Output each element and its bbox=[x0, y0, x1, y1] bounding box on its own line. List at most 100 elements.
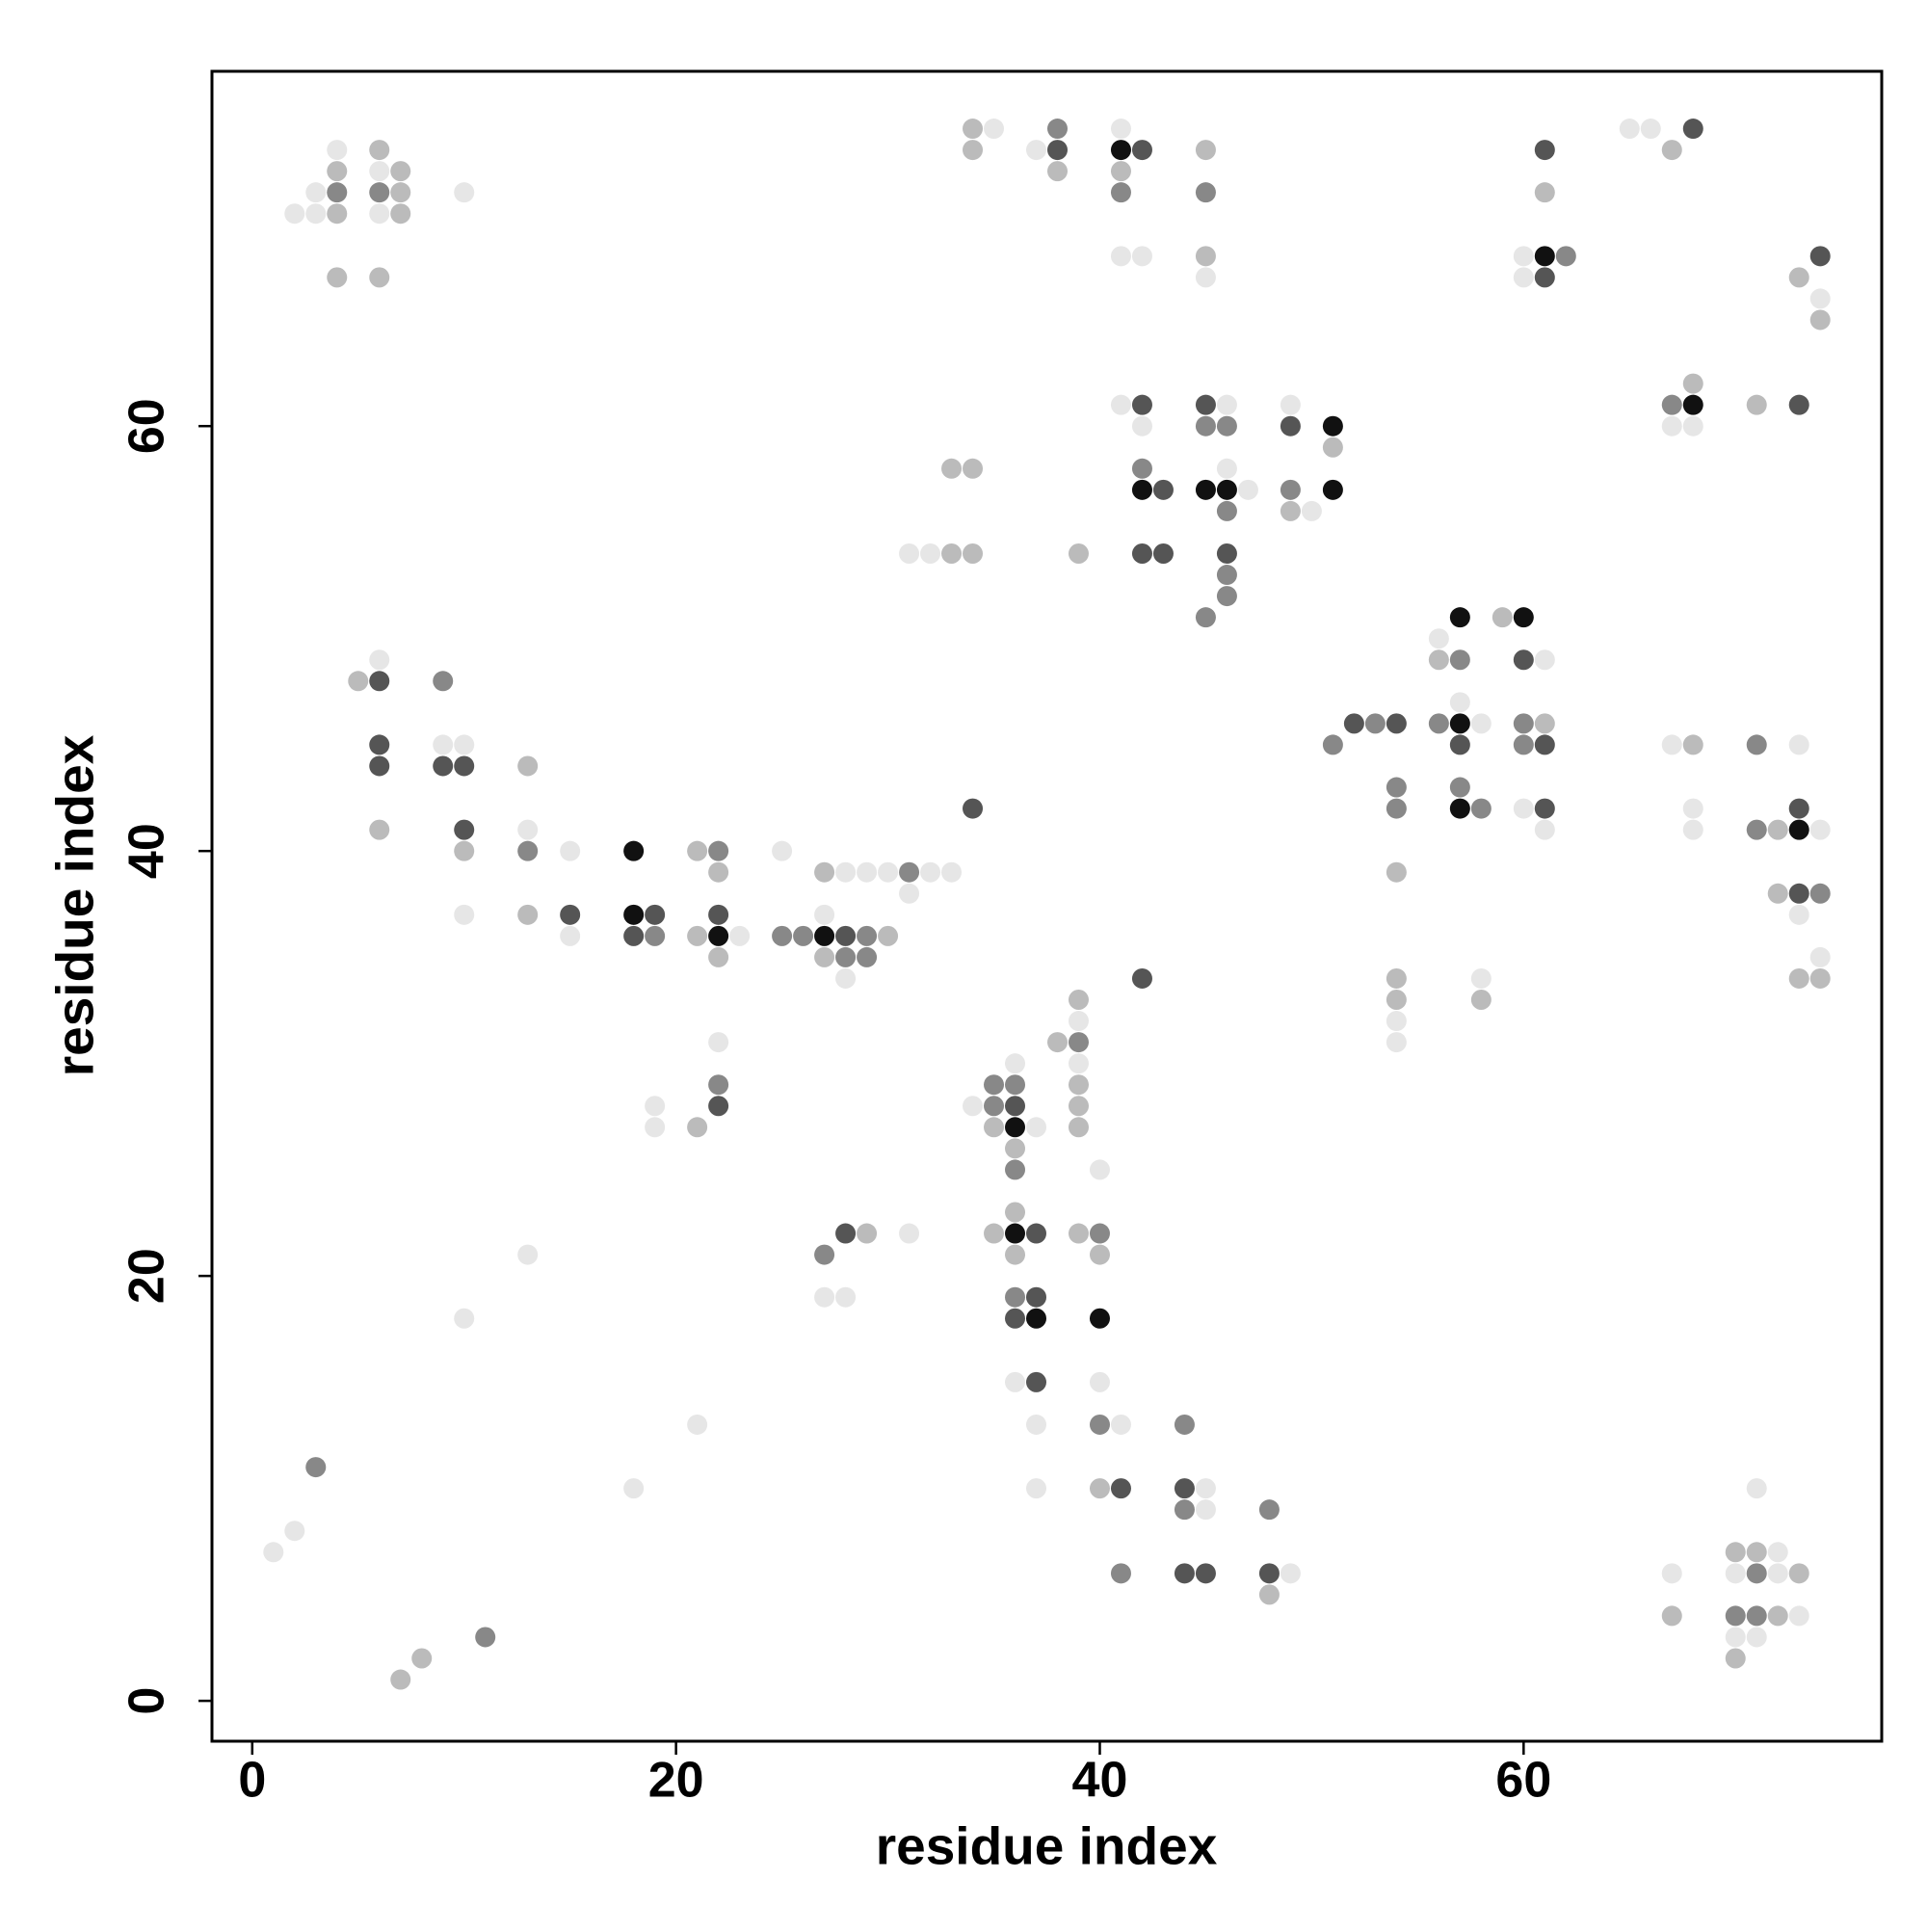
point bbox=[963, 119, 984, 140]
point bbox=[623, 904, 645, 925]
point bbox=[1746, 1627, 1767, 1648]
point bbox=[1131, 394, 1152, 415]
point bbox=[1005, 1096, 1026, 1117]
point bbox=[1005, 1074, 1026, 1096]
point bbox=[1195, 267, 1216, 288]
point bbox=[1534, 649, 1555, 671]
point bbox=[1725, 1563, 1746, 1584]
y-tick-label: 60 bbox=[119, 398, 175, 454]
point bbox=[1174, 1478, 1195, 1499]
point bbox=[284, 1521, 305, 1542]
point bbox=[369, 755, 390, 777]
point bbox=[708, 1032, 729, 1053]
point bbox=[1386, 1032, 1407, 1053]
point bbox=[1026, 1414, 1047, 1435]
point bbox=[963, 140, 984, 161]
point bbox=[878, 861, 899, 883]
point bbox=[1788, 1605, 1809, 1627]
point bbox=[1428, 713, 1449, 734]
point bbox=[1809, 309, 1831, 331]
point bbox=[1258, 1499, 1280, 1521]
point bbox=[1195, 394, 1216, 415]
point bbox=[814, 946, 835, 967]
point bbox=[1110, 1414, 1131, 1435]
point bbox=[899, 1223, 920, 1244]
point bbox=[1195, 246, 1216, 267]
point bbox=[1661, 140, 1682, 161]
point bbox=[1089, 1223, 1110, 1244]
point bbox=[941, 861, 963, 883]
point bbox=[1026, 1117, 1047, 1138]
point bbox=[1068, 1074, 1089, 1096]
point bbox=[1470, 967, 1491, 989]
point bbox=[1809, 946, 1831, 967]
point bbox=[1216, 458, 1237, 479]
point bbox=[963, 1096, 984, 1117]
point bbox=[1449, 692, 1470, 713]
point bbox=[1746, 1563, 1767, 1584]
point bbox=[1131, 246, 1152, 267]
point bbox=[1386, 777, 1407, 798]
point bbox=[1619, 119, 1640, 140]
point bbox=[1068, 990, 1089, 1011]
point bbox=[899, 883, 920, 904]
point bbox=[1026, 140, 1047, 161]
point bbox=[284, 203, 305, 225]
point bbox=[1005, 1223, 1026, 1244]
point bbox=[1682, 798, 1703, 819]
point bbox=[708, 904, 729, 925]
point bbox=[1131, 479, 1152, 500]
point bbox=[645, 1096, 666, 1117]
point bbox=[1026, 1308, 1047, 1329]
point bbox=[1216, 565, 1237, 586]
point bbox=[517, 755, 539, 777]
point bbox=[984, 1117, 1005, 1138]
point bbox=[941, 458, 963, 479]
point bbox=[1449, 777, 1470, 798]
point bbox=[1089, 1159, 1110, 1180]
point bbox=[1682, 415, 1703, 437]
point bbox=[814, 1286, 835, 1308]
point bbox=[1110, 246, 1131, 267]
point bbox=[963, 458, 984, 479]
point bbox=[1386, 861, 1407, 883]
point bbox=[1110, 161, 1131, 182]
point bbox=[1513, 607, 1534, 628]
point bbox=[1046, 1032, 1068, 1053]
point bbox=[1767, 1605, 1788, 1627]
point bbox=[857, 1223, 878, 1244]
x-tick-label: 60 bbox=[1495, 1753, 1551, 1809]
point bbox=[369, 819, 390, 840]
point bbox=[305, 1457, 327, 1478]
point bbox=[1322, 415, 1343, 437]
point bbox=[1449, 649, 1470, 671]
point bbox=[835, 1223, 857, 1244]
point bbox=[1449, 713, 1470, 734]
point bbox=[1746, 734, 1767, 755]
point bbox=[1725, 1605, 1746, 1627]
point bbox=[369, 734, 390, 755]
point bbox=[1661, 1563, 1682, 1584]
point bbox=[1089, 1371, 1110, 1392]
point bbox=[814, 861, 835, 883]
point bbox=[1005, 1308, 1026, 1329]
point bbox=[433, 734, 454, 755]
point bbox=[1809, 819, 1831, 840]
point bbox=[1280, 500, 1301, 521]
point bbox=[835, 861, 857, 883]
point bbox=[1005, 1138, 1026, 1159]
point bbox=[1534, 246, 1555, 267]
point bbox=[1788, 819, 1809, 840]
point bbox=[1131, 140, 1152, 161]
point bbox=[1195, 1499, 1216, 1521]
point bbox=[1195, 479, 1216, 500]
point bbox=[1386, 798, 1407, 819]
point bbox=[708, 1074, 729, 1096]
point bbox=[1110, 182, 1131, 203]
point bbox=[305, 182, 327, 203]
point bbox=[645, 1117, 666, 1138]
x-axis-title: residue index bbox=[876, 1816, 1218, 1876]
point bbox=[390, 182, 411, 203]
point bbox=[857, 925, 878, 946]
